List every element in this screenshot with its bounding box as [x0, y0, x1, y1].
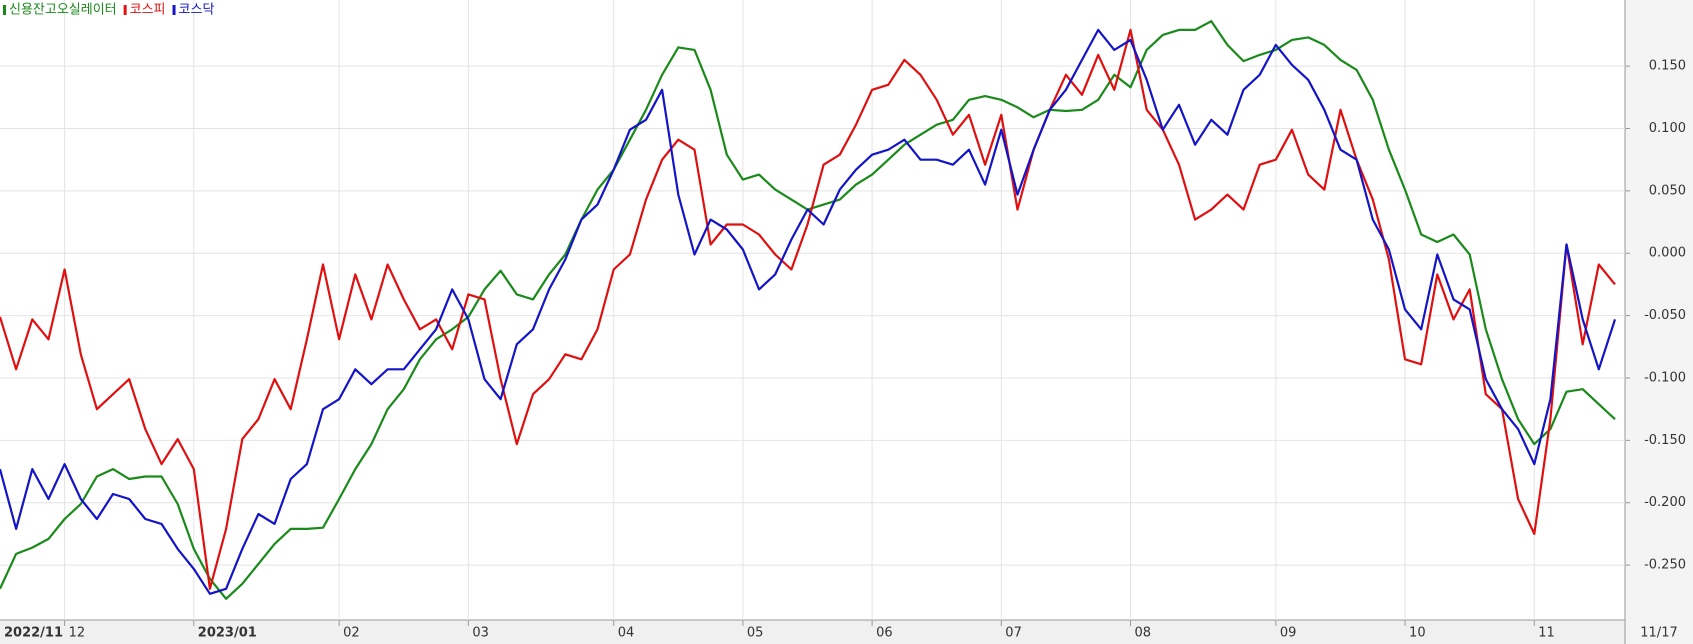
- y-tick-label: 0.050: [1649, 183, 1686, 198]
- x-tick-label: 04: [618, 626, 635, 641]
- x-tick-label: 05: [747, 626, 764, 641]
- legend-swatch: [123, 5, 127, 15]
- y-tick-label: -0.150: [1644, 433, 1686, 448]
- y-tick-label: -0.250: [1644, 558, 1686, 573]
- grid: [0, 0, 1625, 620]
- x-tick-label: 11/17: [1640, 626, 1677, 641]
- y-tick-label: -0.200: [1644, 495, 1686, 510]
- legend-label: 신용잔고오실레이터: [9, 3, 117, 18]
- series-line: [0, 28, 1616, 590]
- legend-swatch: [3, 5, 6, 15]
- legend-swatch: [172, 5, 176, 15]
- y-axis-panel: [1625, 0, 1693, 644]
- x-tick-label: 10: [1409, 626, 1426, 641]
- x-axis-panel: [0, 620, 1625, 644]
- y-tick-label: -0.100: [1644, 370, 1686, 385]
- x-tick-label: 11: [1538, 626, 1555, 641]
- x-tick-label: 2023/01: [198, 626, 257, 641]
- x-tick-label: 02: [343, 626, 360, 641]
- legend-label: 코스피: [130, 3, 166, 18]
- x-tick-label: 12: [69, 626, 86, 641]
- x-tick-label: 03: [472, 626, 489, 641]
- plot-area: [0, 0, 1625, 620]
- x-tick-label: 08: [1135, 626, 1152, 641]
- x-tick-label: 09: [1280, 626, 1297, 641]
- series-line: [0, 28, 1617, 595]
- x-tick-label: 2022/11: [4, 626, 63, 641]
- legend-label: 코스닥: [179, 3, 215, 18]
- x-tick-label: 07: [1005, 626, 1022, 641]
- y-tick-label: 0.100: [1649, 121, 1686, 136]
- x-tick-label: 06: [876, 626, 893, 641]
- y-tick-label: 0.000: [1649, 246, 1686, 261]
- y-tick-label: 0.150: [1649, 59, 1686, 74]
- y-tick-label: -0.050: [1644, 308, 1686, 323]
